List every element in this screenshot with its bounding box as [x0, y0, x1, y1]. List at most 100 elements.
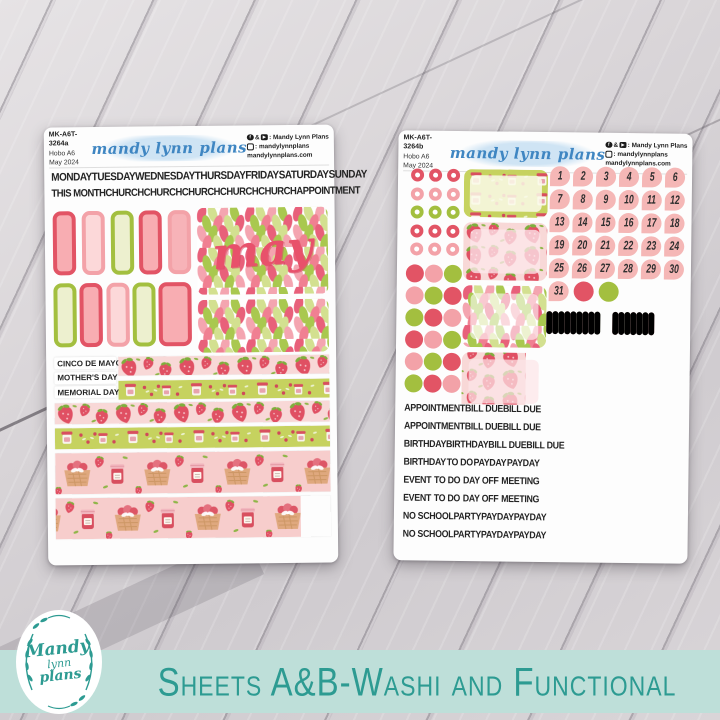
- word-sticker: PARTY: [453, 510, 482, 522]
- bottom-banner: Sheets A&B-Washi and Functional: [0, 650, 720, 713]
- date-dot-sticker: 1: [549, 166, 571, 187]
- washi-strawberry-strip: [54, 400, 330, 425]
- date-dot-sticker: 4: [618, 166, 640, 188]
- date-dot-sticker: 19: [549, 235, 570, 256]
- word-sticker: PARTY: [453, 528, 482, 540]
- date-dot-sticker: 26: [571, 258, 593, 279]
- facebook-icon: f: [246, 134, 254, 141]
- dot-sticker: [405, 286, 424, 305]
- social-handle: : Mandy Lynn Plans: [269, 133, 329, 141]
- dot-sticker: [443, 286, 463, 306]
- day-label-sticker: FRIDAY: [245, 169, 279, 182]
- ring-sticker: [428, 187, 442, 201]
- word-sticker: BILL DUE: [502, 420, 541, 433]
- date-number: 19: [554, 238, 565, 252]
- washi-basket-strip: [55, 450, 331, 495]
- word-row: NO SCHOOL PARTY PAYDAY PAYDAY: [402, 524, 547, 544]
- word-sticker: BILL DUE: [526, 439, 565, 451]
- sheet-b-codeblock: MK-A6T-3264b Hobo A6 May 2024: [403, 133, 450, 171]
- date-dot-sticker: 23: [641, 236, 662, 257]
- sheet-a-header: MK-A6T-3264a Hobo A6 May 2024 mandy lynn…: [48, 127, 330, 169]
- box-sticker: [110, 210, 134, 275]
- dot-sticker: [423, 374, 442, 393]
- date-number: 12: [669, 193, 680, 208]
- date-number: 15: [600, 215, 611, 230]
- strawberry-box-sticker: [461, 352, 546, 411]
- planner-size: Hobo A6: [48, 149, 76, 158]
- date-dot-sticker: 16: [618, 212, 639, 234]
- word-sticker: BIRTHDAY: [445, 438, 489, 450]
- ring-sticker: [445, 224, 459, 238]
- event-label-row: THIS MONTH CHURCH CHURCH CHURCH CHURCH CHURCH…: [51, 184, 360, 201]
- word-sticker: BIRTHDAY: [403, 437, 447, 450]
- date-dot-sticker: 29: [640, 259, 662, 280]
- dot-sticker: [404, 374, 423, 393]
- holiday-label-sticker: MEMORIAL DAY: [54, 385, 119, 399]
- date-number: 1: [557, 169, 563, 183]
- washi-row: [55, 450, 331, 495]
- word-sticker: PAYDAY: [506, 456, 540, 469]
- date-dot-sticker: 2: [572, 166, 594, 187]
- word-row: APPOINTMENT BILL DUE BILL DUE: [404, 416, 541, 436]
- holiday-stickers: CINCO DE MAYO MOTHER'S DAY MEMORIAL DAY: [54, 356, 122, 401]
- date-dot-sticker: 11: [641, 190, 662, 211]
- laurel-wreath-icon: [16, 610, 102, 714]
- dot-sticker: [404, 352, 423, 371]
- dot-sticker: [443, 352, 462, 372]
- date-dot-sticker: 30: [663, 259, 685, 280]
- script-words-block: APPOINTMENT BILL DUE BILL DUE APPOINTMENT B…: [402, 398, 565, 544]
- word-sticker: MEETING: [501, 492, 540, 505]
- day-label-sticker: MONDAY: [51, 170, 92, 184]
- box-sticker: [52, 211, 77, 276]
- word-sticker: PAYDAY: [513, 511, 547, 523]
- day-label-sticker: TUESDAY: [91, 170, 136, 184]
- pattern-box-column: [461, 169, 549, 416]
- date-number: 30: [669, 262, 679, 277]
- word-row: NO SCHOOL PARTY PAYDAY PAYDAY: [403, 506, 547, 526]
- box-sticker: [167, 209, 192, 275]
- event-label-sticker: CHURCH: [143, 186, 182, 199]
- word-row: APPOINTMENT BILL DUE BILL DUE: [404, 398, 541, 418]
- date-dot-sticker: 14: [572, 212, 593, 233]
- brand-script-logo: mandy lynn plans: [91, 133, 248, 162]
- word-sticker: MEETING: [501, 474, 540, 487]
- ring-sticker: [409, 242, 423, 256]
- ring-sticker: [410, 205, 424, 219]
- washi-green-jam-strip: [118, 378, 330, 400]
- word-sticker: BILL DUE: [464, 420, 503, 433]
- date-dot-sticker: 27: [594, 258, 616, 279]
- ring-sticker: [446, 168, 460, 182]
- dot-sticker-grid: [403, 264, 463, 393]
- date-number: 2: [580, 169, 586, 184]
- event-label-sticker: CHURCH: [219, 185, 259, 198]
- dot-sticker: [424, 286, 443, 305]
- word-sticker: TO DO: [433, 492, 461, 504]
- ring-sticker: [410, 168, 424, 182]
- washi-row: [54, 400, 330, 425]
- box-sticker: [105, 282, 130, 347]
- date-number: 23: [646, 239, 657, 254]
- instagram-icon: [246, 143, 254, 151]
- word-sticker: NO SCHOOL: [402, 527, 454, 540]
- word-sticker: DAY OFF: [462, 492, 499, 505]
- quarter-box-sticker: [594, 311, 601, 335]
- box-sticker: [53, 283, 78, 348]
- planner-size: Hobo A6: [403, 153, 430, 161]
- brand-logo-badge: Mandy lynn plans: [14, 608, 104, 716]
- day-label-sticker: SUNDAY: [328, 168, 367, 181]
- sheet-month: May 2024: [49, 159, 79, 167]
- date-dot-grid: 1 2 3 4 5 6 7 8 9 10 11 12 13 14 15 16 17 18 19 20 21 22 23 24 2…: [548, 166, 691, 303]
- dot-sticker: [443, 330, 462, 350]
- event-label-sticker: THIS MONTH: [51, 186, 106, 200]
- dot-sticker: [423, 330, 443, 349]
- date-number: 8: [580, 192, 586, 207]
- washi-row: [55, 495, 331, 540]
- quarter-box-grid: [52, 209, 193, 355]
- dot-sticker: [424, 264, 443, 283]
- may-title-sticker: may: [196, 206, 329, 295]
- leaf-pattern-sticker: [197, 298, 330, 353]
- youtube-icon: ▶: [619, 141, 627, 149]
- date-number: 18: [669, 216, 680, 231]
- date-number: 11: [647, 193, 657, 208]
- word-row: BIRTHDAY TO DO PAYDAY PAYDAY: [403, 452, 540, 472]
